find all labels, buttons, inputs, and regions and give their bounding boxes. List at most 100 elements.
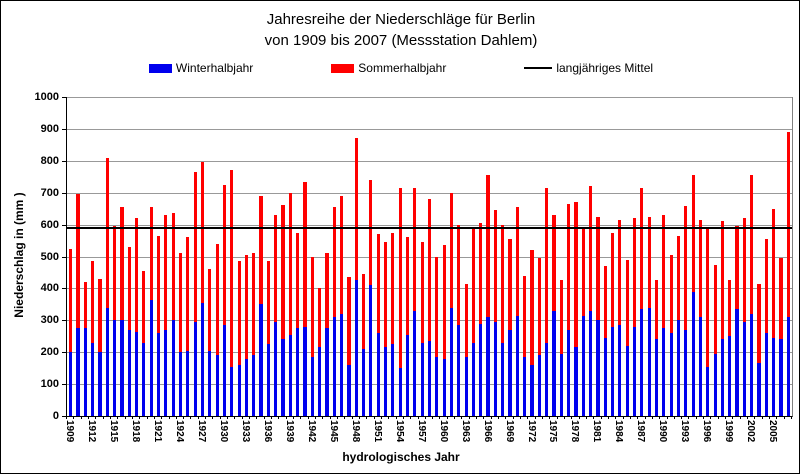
bar-summer-1928	[208, 269, 212, 351]
bar-summer-1994	[691, 175, 695, 292]
bar-summer-1998	[720, 221, 725, 340]
x-tick-mark	[615, 416, 617, 419]
x-tick-mark	[556, 416, 558, 419]
bar-winter-1963	[464, 357, 468, 416]
bar-summer-1963	[464, 283, 468, 357]
x-tick-mark	[227, 416, 229, 419]
bar-summer-1913	[98, 278, 102, 353]
x-tick-mark	[271, 416, 273, 419]
x-tick-mark	[549, 416, 551, 419]
bar-winter-1952	[383, 347, 388, 416]
bar-summer-1986	[632, 218, 637, 327]
bar-winter-1981	[596, 320, 600, 416]
x-tick-mark	[527, 416, 529, 419]
x-tick-mark	[754, 416, 756, 419]
bar-summer-1937	[274, 215, 278, 322]
bar-winter-1962	[457, 325, 461, 416]
x-tick-mark	[637, 416, 639, 419]
bar-winter-1933	[244, 358, 248, 416]
bar-summer-1940	[296, 232, 300, 329]
bar-summer-1938	[281, 205, 285, 340]
bar-summer-1912	[91, 261, 95, 343]
bar-winter-1910	[76, 328, 80, 416]
x-tick-label-2005: 2005	[767, 420, 779, 443]
x-tick-label-1936: 1936	[261, 420, 273, 443]
bar-winter-1932	[237, 365, 241, 416]
bar-winter-1954	[398, 368, 402, 416]
x-tick-label-1987: 1987	[635, 420, 647, 443]
x-tick-label-1975: 1975	[547, 420, 559, 443]
x-tick-label-1981: 1981	[591, 420, 603, 443]
bar-summer-1983	[610, 232, 615, 327]
x-tick-mark	[417, 416, 419, 419]
y-tick-label-1000: 1000	[34, 91, 59, 103]
bar-summer-1987	[640, 187, 644, 310]
bar-winter-1938	[281, 339, 285, 416]
x-tick-mark	[73, 416, 75, 419]
bar-summer-1952	[383, 242, 388, 348]
winter-swatch-icon	[148, 63, 172, 73]
bar-summer-1930	[222, 184, 227, 326]
bar-summer-1951	[376, 234, 380, 334]
x-tick-mark	[336, 416, 338, 419]
bar-winter-1922	[164, 329, 168, 416]
bar-summer-1964	[471, 229, 476, 343]
x-tick-label-1927: 1927	[195, 420, 207, 443]
x-tick-label-1942: 1942	[305, 420, 317, 443]
bar-winter-1967	[493, 321, 497, 416]
y-tick-label-700: 700	[40, 186, 59, 199]
bar-winter-1997	[713, 353, 717, 416]
x-tick-mark	[358, 416, 360, 419]
bar-winter-1928	[208, 350, 212, 416]
bar-summer-1977	[567, 203, 571, 330]
bar-winter-1916	[120, 320, 124, 416]
x-tick-mark	[673, 416, 675, 419]
bar-summer-2001	[742, 218, 746, 322]
bar-winter-1976	[559, 353, 563, 416]
x-tick-mark	[769, 416, 771, 419]
x-tick-mark	[717, 416, 719, 419]
y-tick-mark	[62, 224, 66, 226]
legend-item-mean: langjähriges Mittel	[524, 61, 653, 75]
bar-winter-1913	[98, 352, 102, 416]
y-tick-mark	[62, 128, 66, 130]
bar-summer-2007	[786, 132, 790, 318]
x-tick-mark	[278, 416, 280, 419]
bar-winter-1972	[530, 365, 534, 416]
bar-summer-2000	[735, 226, 739, 310]
bar-winter-1996	[706, 366, 710, 416]
bar-summer-1985	[625, 259, 629, 346]
x-tick-mark	[153, 416, 155, 419]
mean-line-swatch-icon	[524, 67, 553, 69]
bar-winter-1955	[405, 334, 410, 416]
bar-winter-2004	[764, 333, 768, 416]
bar-summer-1918	[134, 218, 139, 332]
bar-summer-1932	[237, 261, 241, 365]
y-tick-mark	[62, 97, 66, 98]
y-tick-label-800: 800	[40, 154, 59, 167]
bar-summer-1993	[684, 205, 688, 330]
x-tick-mark	[168, 416, 170, 419]
bar-summer-1966	[486, 175, 490, 318]
x-tick-mark	[512, 416, 514, 419]
bar-winter-1987	[640, 309, 644, 416]
bar-summer-1969	[508, 239, 512, 330]
bar-winter-1961	[449, 307, 454, 416]
x-tick-mark	[490, 416, 492, 419]
x-tick-mark	[300, 416, 302, 419]
plot-area	[66, 97, 793, 417]
x-tick-label-1930: 1930	[217, 420, 229, 443]
y-tick-label-400: 400	[40, 282, 59, 295]
y-tick-label-100: 100	[40, 378, 59, 391]
x-tick-label-1996: 1996	[701, 420, 713, 443]
bar-winter-2005	[772, 337, 776, 416]
bar-winter-1960	[442, 358, 446, 416]
bar-summer-1957	[420, 242, 424, 343]
x-tick-label-1966: 1966	[481, 420, 493, 443]
x-tick-label-1990: 1990	[657, 420, 669, 443]
x-tick-mark	[373, 416, 375, 419]
bar-summer-1958	[427, 199, 432, 341]
bar-winter-1965	[479, 323, 483, 416]
x-tick-mark	[219, 416, 221, 419]
